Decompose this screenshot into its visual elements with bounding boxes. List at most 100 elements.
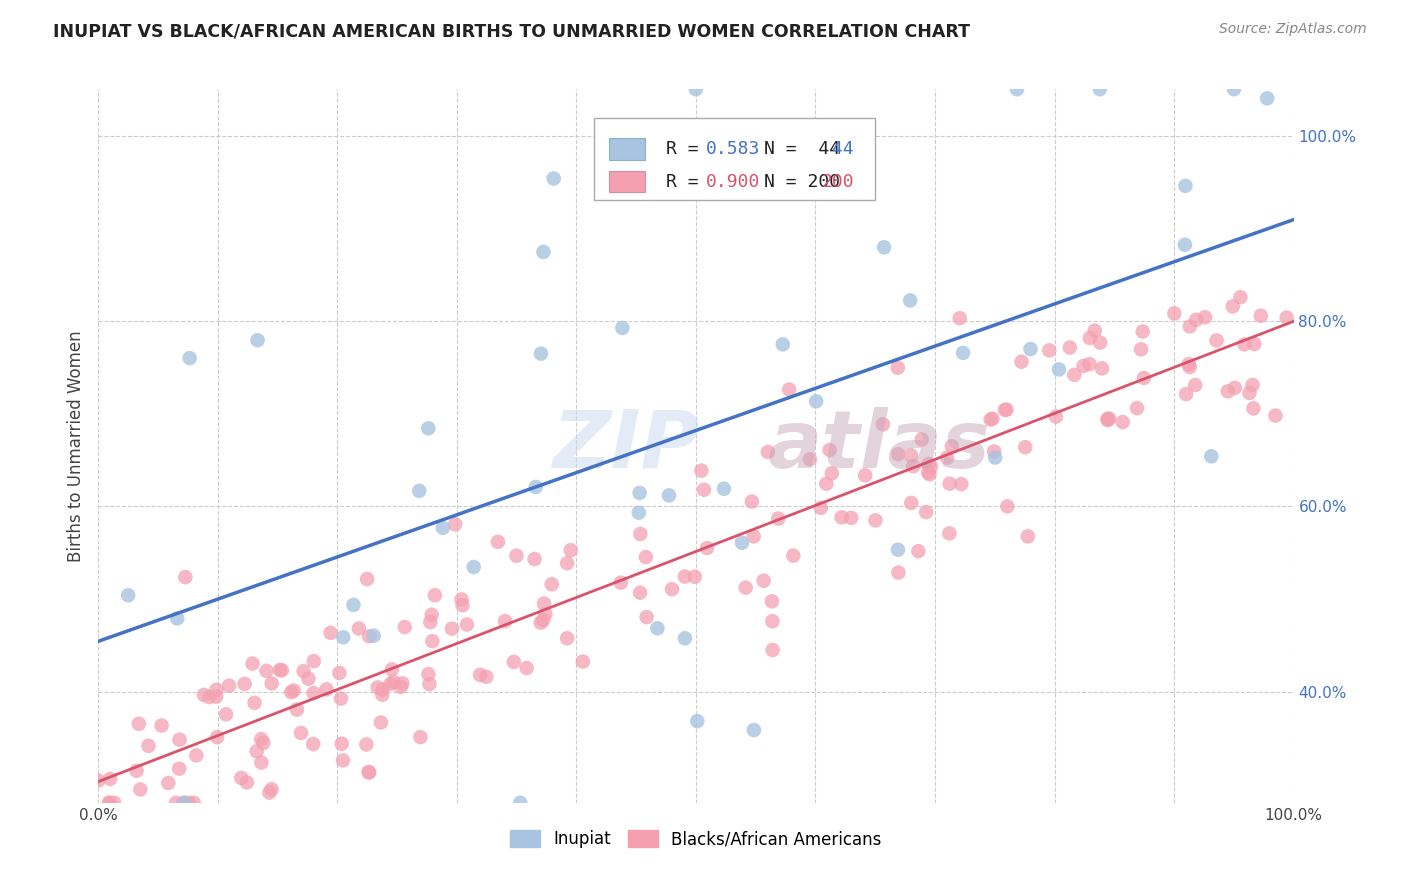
Point [103,796,125,810]
Point [494,614,516,628]
Text: atlas: atlas [768,407,990,485]
Point [1174,237,1197,252]
Point [332,630,354,644]
Point [1163,306,1185,320]
Point [887,360,910,375]
Point [1063,368,1085,382]
Point [450,592,472,607]
Point [610,575,633,590]
Point [367,681,389,695]
Point [302,686,325,700]
Point [183,796,205,810]
Point [693,483,716,497]
Legend: Inupiat, Blacks/African Americans: Inupiat, Blacks/African Americans [503,823,889,855]
Point [356,738,378,752]
Point [98,796,121,810]
Point [1126,401,1149,416]
Point [752,574,775,588]
Point [673,632,696,646]
Point [243,696,266,710]
Point [634,550,657,565]
Point [887,542,910,557]
Point [169,732,191,747]
Point [231,771,253,785]
Point [983,444,1005,458]
Point [1243,337,1265,351]
Point [1045,409,1067,424]
Point [782,549,804,563]
Point [898,293,921,308]
Point [799,452,821,467]
Point [658,488,681,502]
Point [938,476,960,491]
Point [157,776,180,790]
Point [980,412,1002,426]
Point [371,688,394,702]
Point [167,762,190,776]
Point [242,657,264,671]
Point [917,457,939,471]
Point [179,351,201,365]
Point [685,82,707,96]
Point [1078,331,1101,345]
Point [468,668,491,682]
Point [761,614,783,628]
Point [636,610,658,624]
Point [821,467,844,481]
Point [673,569,696,583]
Point [734,581,756,595]
Point [936,450,959,465]
Point [686,714,709,728]
Point [1223,82,1246,96]
Point [1014,440,1036,454]
Point [1059,341,1081,355]
Point [647,621,669,635]
Point [1264,409,1286,423]
Point [772,337,794,351]
Point [1185,312,1208,326]
Point [1174,178,1197,193]
Point [831,510,853,524]
Point [1239,386,1261,401]
Point [342,598,364,612]
Point [186,748,208,763]
Point [505,549,527,563]
Point [215,707,238,722]
Point [259,786,281,800]
Point [887,447,910,461]
Point [246,333,269,347]
Point [319,625,342,640]
FancyBboxPatch shape [609,138,644,160]
Point [778,383,800,397]
Point [1038,343,1060,358]
Point [1047,362,1070,376]
Point [205,690,228,704]
Point [391,676,413,690]
Point [1201,450,1223,464]
Point [534,607,557,621]
Point [903,459,925,474]
Point [907,544,929,558]
Point [555,556,578,570]
Point [440,622,463,636]
Point [250,732,273,747]
Point [531,613,554,627]
Point [762,643,785,657]
Point [297,672,319,686]
Point [731,535,754,549]
Text: N = 200: N = 200 [763,173,841,191]
Point [524,480,547,494]
Point [543,171,565,186]
Point [509,796,531,810]
Point [950,477,973,491]
Point [97,796,120,810]
Point [1005,82,1028,96]
Text: 200: 200 [821,173,853,191]
Point [938,526,960,541]
Text: Source: ZipAtlas.com: Source: ZipAtlas.com [1219,22,1367,37]
Point [1205,334,1227,348]
Point [533,597,555,611]
Point [269,663,291,677]
Point [560,543,582,558]
Point [330,737,353,751]
